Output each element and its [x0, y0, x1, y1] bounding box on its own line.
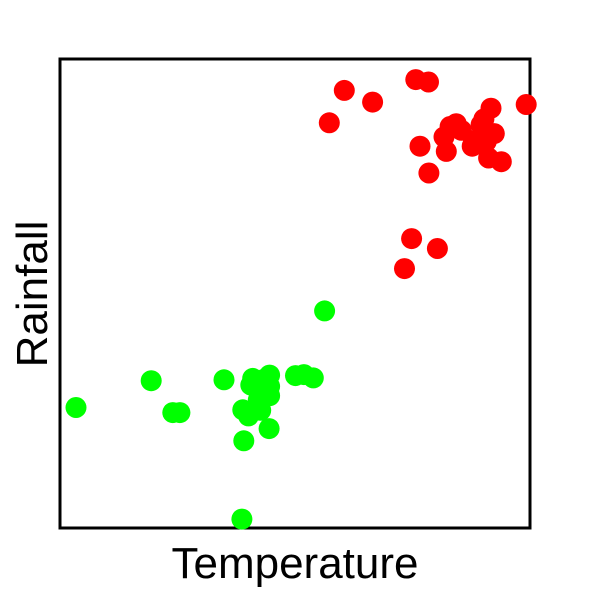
data-point-series-2: [258, 418, 280, 440]
data-point-series-1: [318, 112, 340, 134]
data-point-series-2: [302, 367, 324, 389]
data-point-series-2: [140, 370, 162, 392]
data-point-series-1: [490, 151, 512, 173]
data-point-series-1: [435, 140, 457, 162]
data-point-series-2: [314, 300, 336, 322]
data-point-series-1: [418, 162, 440, 184]
data-point-series-1: [333, 79, 355, 101]
data-point-series-1: [483, 123, 505, 145]
y-axis-label: Rainfall: [8, 221, 57, 368]
data-point-series-1: [409, 135, 431, 157]
data-point-series-1: [418, 71, 439, 93]
data-point-series-2: [233, 430, 255, 452]
data-point-series-1: [426, 238, 448, 259]
data-point-series-2: [169, 402, 191, 424]
data-point-series-1: [394, 258, 415, 280]
data-point-series-2: [231, 508, 253, 530]
data-point-series-2: [213, 369, 235, 391]
data-point-series-1: [515, 94, 537, 115]
x-axis-label: Temperature: [171, 539, 418, 588]
data-point-series-1: [362, 91, 384, 113]
data-point-series-2: [65, 397, 87, 418]
data-point-series-2: [259, 364, 281, 386]
data-point-series-1: [473, 108, 495, 130]
data-points: [65, 69, 537, 530]
data-point-series-1: [401, 228, 423, 250]
